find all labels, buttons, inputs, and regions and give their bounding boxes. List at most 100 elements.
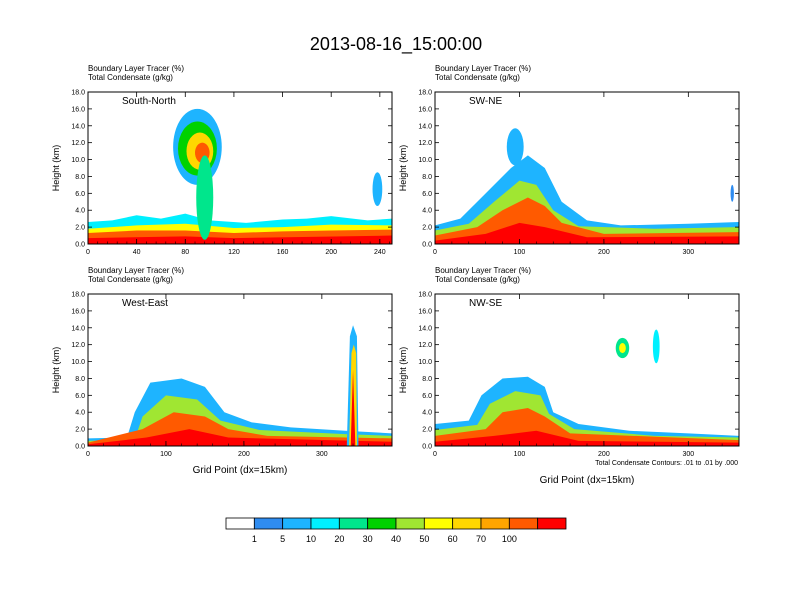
y-tick-label: 14.0 [418,325,432,332]
y-tick-label: 10.0 [418,157,432,164]
y-axis-label: Height (km) [51,347,61,394]
panel-2: Boundary Layer Tracer (%)Total Condensat… [398,64,740,256]
x-tick-label: 100 [160,451,172,458]
colorbar-label: 10 [306,534,316,544]
y-tick-label: 14.0 [71,325,85,332]
colorbar-label: 1 [252,534,257,544]
colorbar-swatch [310,517,340,530]
y-tick-label: 8.0 [75,376,85,383]
tracer-field [88,108,392,244]
y-tick-label: 10.0 [71,157,85,164]
field-region [730,184,734,202]
panel-4: Boundary Layer Tracer (%)Total Condensat… [398,266,740,486]
y-tick-label: 10.0 [418,359,432,366]
panel-subtitle: Total Condensate (g/kg) [435,73,520,82]
x-tick-label: 80 [181,249,189,256]
panel-subtitle: Total Condensate (g/kg) [88,275,173,284]
colorbar-label: 30 [363,534,373,544]
colorbar-swatch [480,517,510,530]
x-tick-label: 300 [682,249,694,256]
panel-3: Boundary Layer Tracer (%)Total Condensat… [51,266,393,476]
colorbar-label: 5 [280,534,285,544]
colorbar-label: 70 [476,534,486,544]
colorbar-swatch [253,517,284,530]
colorbar: 1 5 10 20 30 40 50 60 70 100 [225,517,567,544]
plot-frame [87,293,393,447]
x-tick-label: 0 [86,451,90,458]
x-tick-label: 0 [433,451,437,458]
y-tick-label: 8.0 [422,174,432,181]
x-tick-label: 200 [598,249,610,256]
x-tick-label: 0 [433,249,437,256]
colorbar-label: 100 [502,534,517,544]
y-tick-label: 6.0 [422,191,432,198]
y-tick-label: 4.0 [422,208,432,215]
panel-subtitle: Total Condensate (g/kg) [88,73,173,82]
colorbar-label: 20 [334,534,344,544]
colorbar-label: 60 [448,534,458,544]
x-tick-label: 120 [228,249,240,256]
tracer-field [435,329,739,446]
y-tick-label: 2.0 [422,427,432,434]
y-tick-label: 18.0 [418,90,432,97]
y-tick-label: 16.0 [71,308,85,315]
y-axis-label: Height (km) [51,145,61,192]
y-tick-label: 16.0 [418,106,432,113]
panel-subtitle: Total Condensate (g/kg) [435,275,520,284]
field-region [435,430,739,446]
y-tick-label: 4.0 [422,410,432,417]
panel-title: SW-NE [469,96,502,107]
y-tick-label: 0.0 [75,242,85,249]
x-tick-label: 100 [514,451,526,458]
y-tick-label: 2.0 [75,225,85,232]
x-tick-label: 40 [133,249,141,256]
panels: Boundary Layer Tracer (%)Total Condensat… [51,64,740,486]
y-tick-label: 18.0 [418,292,432,299]
panel-title: West-East [122,298,168,309]
figure-title: 2013-08-16_15:00:00 [310,34,482,55]
x-axis-label: Grid Point (dx=15km) [540,475,635,486]
y-tick-label: 8.0 [422,376,432,383]
field-region [372,172,383,206]
field-region [652,329,660,364]
colorbar-swatch [508,517,539,530]
field-region [435,222,739,244]
field-region [88,235,392,244]
y-tick-label: 12.0 [71,342,85,349]
y-tick-label: 4.0 [75,208,85,215]
y-axis-label: Height (km) [398,145,408,192]
y-tick-label: 8.0 [75,174,85,181]
x-tick-label: 200 [598,451,610,458]
y-tick-label: 16.0 [71,106,85,113]
colorbar-label: 50 [419,534,429,544]
panel-title: South-North [122,96,176,107]
panel-subtitle: Boundary Layer Tracer (%) [435,266,531,275]
colorbar-swatch [282,517,312,530]
x-tick-label: 0 [86,249,90,256]
plot-frame [87,91,393,245]
x-tick-label: 200 [325,249,337,256]
x-tick-label: 300 [316,451,328,458]
colorbar-swatch [338,517,369,530]
field-region [506,128,524,166]
tracer-field [88,325,392,446]
colorbar-swatch [395,517,425,530]
panel-subtitle: Boundary Layer Tracer (%) [88,64,184,73]
y-tick-label: 12.0 [418,342,432,349]
y-tick-label: 2.0 [75,427,85,434]
y-tick-label: 14.0 [418,123,432,130]
colorbar-swatch [537,517,567,530]
y-tick-label: 12.0 [418,140,432,147]
y-tick-label: 10.0 [71,359,85,366]
x-tick-label: 160 [277,249,289,256]
y-tick-label: 6.0 [75,393,85,400]
colorbar-swatch [225,517,255,530]
y-tick-label: 0.0 [422,444,432,451]
field-region [196,155,214,240]
x-tick-label: 300 [682,451,694,458]
x-tick-label: 100 [514,249,526,256]
y-tick-label: 2.0 [422,225,432,232]
y-tick-label: 18.0 [71,90,85,97]
panel-title: NW-SE [469,298,502,309]
